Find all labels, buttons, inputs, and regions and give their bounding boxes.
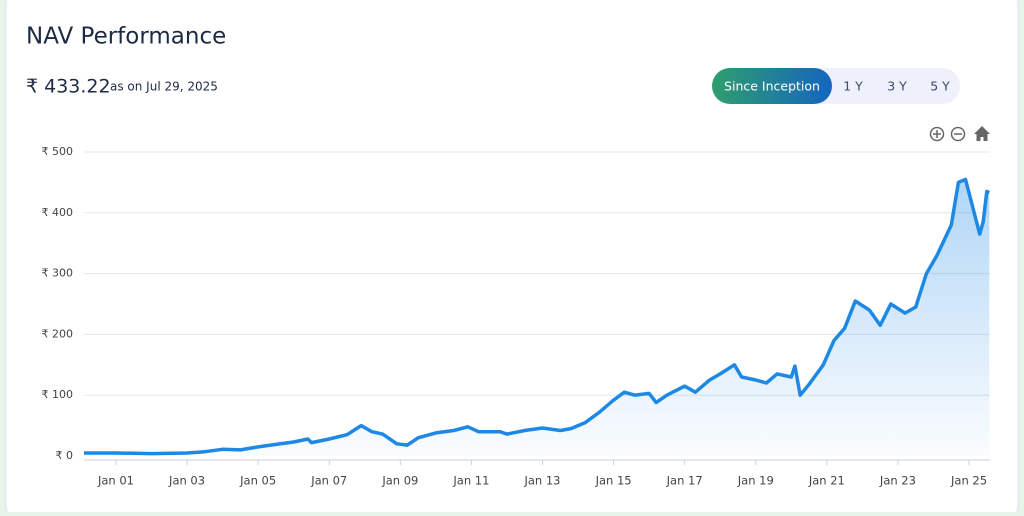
range-button[interactable]: 1 Y xyxy=(843,79,863,94)
y-tick-label: ₹ 200 xyxy=(42,327,74,340)
nav-value: ₹ 433.22 xyxy=(26,76,111,98)
x-tick-label: Jan 07 xyxy=(310,474,347,488)
x-tick-label: Jan 19 xyxy=(737,474,774,488)
x-tick-label: Jan 25 xyxy=(950,474,987,488)
title: NAV Performance xyxy=(26,24,226,50)
x-tick-label: Jan 23 xyxy=(879,474,916,488)
x-tick-label: Jan 01 xyxy=(97,474,134,488)
as-of-date: as on Jul 29, 2025 xyxy=(110,80,218,94)
range-active-bg xyxy=(712,68,832,104)
y-tick-label: ₹ 0 xyxy=(56,449,74,462)
x-tick-label: Jan 05 xyxy=(239,474,276,488)
x-tick-label: Jan 09 xyxy=(381,474,418,488)
x-tick-label: Jan 13 xyxy=(523,474,560,488)
reset-zoom[interactable] xyxy=(974,126,990,141)
zoom-out[interactable] xyxy=(950,126,966,142)
y-tick-label: ₹ 300 xyxy=(42,267,74,280)
range-button[interactable]: 5 Y xyxy=(930,79,950,94)
zoom-in[interactable] xyxy=(929,126,945,142)
x-tick-label: Jan 03 xyxy=(168,474,205,488)
nav-line xyxy=(84,177,991,456)
range-button[interactable]: Since Inception xyxy=(724,79,820,94)
range-button[interactable]: 3 Y xyxy=(887,79,907,94)
x-tick-label: Jan 15 xyxy=(595,474,632,488)
x-tick-label: Jan 21 xyxy=(808,474,845,488)
y-tick-label: ₹ 400 xyxy=(42,206,74,219)
y-tick-label: ₹ 100 xyxy=(42,388,74,401)
y-tick-label: ₹ 500 xyxy=(42,145,74,158)
area xyxy=(84,179,990,456)
x-tick-label: Jan 17 xyxy=(666,474,703,488)
x-tick-label: Jan 11 xyxy=(452,474,489,488)
